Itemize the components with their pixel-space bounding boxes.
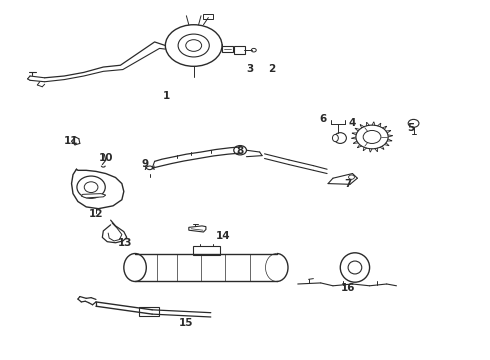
Text: 15: 15 [179, 319, 194, 328]
Polygon shape [189, 226, 206, 232]
FancyBboxPatch shape [139, 307, 159, 316]
FancyBboxPatch shape [221, 45, 233, 52]
Circle shape [165, 25, 222, 66]
Text: 9: 9 [141, 159, 148, 169]
Text: 8: 8 [237, 146, 244, 156]
Circle shape [408, 120, 419, 127]
FancyBboxPatch shape [193, 246, 220, 255]
FancyBboxPatch shape [234, 46, 245, 54]
Ellipse shape [340, 253, 369, 282]
Text: 6: 6 [319, 114, 327, 124]
Text: 5: 5 [408, 123, 415, 133]
Circle shape [363, 130, 381, 144]
Circle shape [348, 175, 354, 179]
Text: 11: 11 [64, 136, 79, 146]
Text: 14: 14 [216, 231, 230, 240]
Text: 13: 13 [118, 238, 132, 248]
Polygon shape [81, 194, 106, 198]
Circle shape [186, 40, 201, 51]
Text: 10: 10 [98, 153, 113, 163]
Circle shape [234, 145, 246, 155]
Circle shape [356, 125, 388, 149]
Ellipse shape [124, 253, 147, 282]
Ellipse shape [334, 133, 346, 143]
Text: 4: 4 [349, 118, 356, 128]
Text: 12: 12 [89, 209, 103, 219]
Text: 1: 1 [163, 91, 171, 101]
Text: 16: 16 [341, 283, 355, 293]
Text: 2: 2 [268, 64, 275, 74]
Circle shape [251, 48, 256, 52]
Ellipse shape [348, 261, 362, 274]
FancyBboxPatch shape [203, 14, 213, 19]
Ellipse shape [84, 182, 98, 193]
Text: 3: 3 [246, 64, 253, 74]
Text: 7: 7 [344, 179, 351, 189]
Ellipse shape [332, 134, 338, 141]
Ellipse shape [77, 176, 105, 198]
Circle shape [178, 34, 209, 57]
